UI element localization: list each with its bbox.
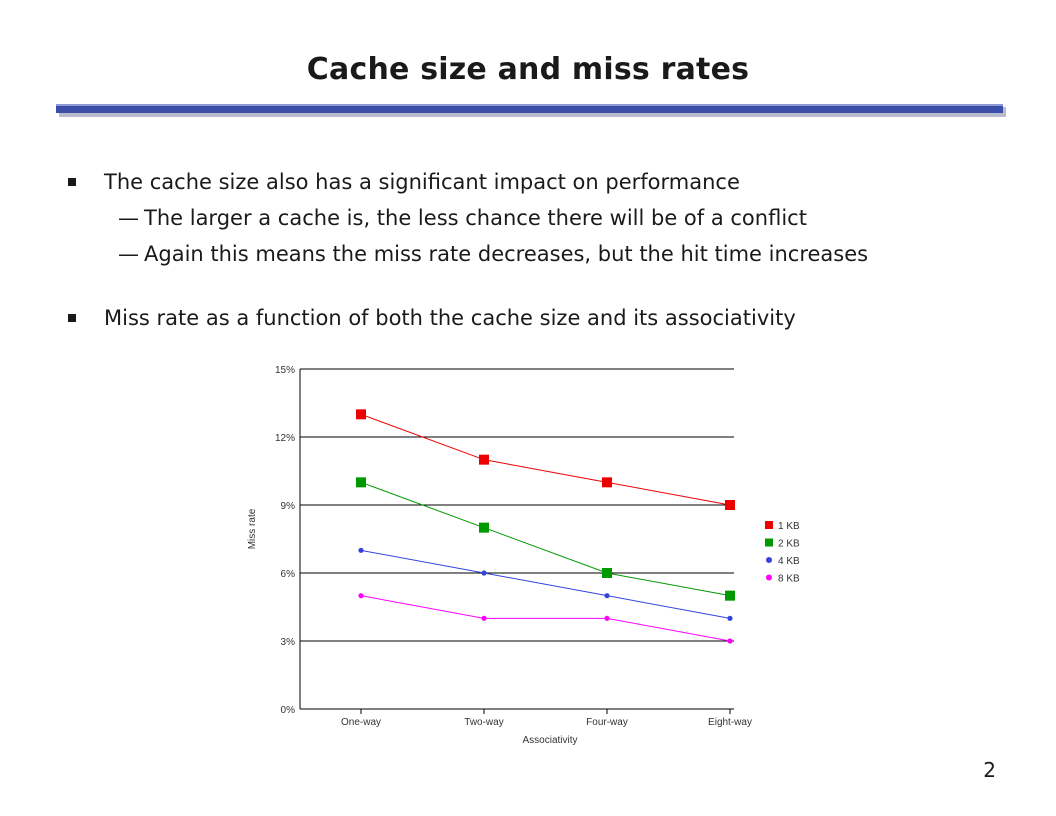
data-point-marker [602,568,612,578]
data-point-marker [604,615,610,621]
x-axis-label: Associativity [522,735,577,746]
x-tick-label: Two-way [464,717,503,728]
data-point-marker [479,522,489,533]
data-point-marker [727,615,733,621]
data-point-marker [358,547,364,553]
legend-marker [765,538,773,547]
y-tick-label: 15% [275,365,295,376]
legend-marker [766,557,772,563]
legend-marker [765,521,773,529]
data-point-marker [358,593,364,599]
bullet-item: The cache size also has a significant im… [68,164,1028,200]
dash-icon: — [118,242,139,266]
data-point-marker [481,615,487,621]
legend-label: 4 KB [778,556,800,567]
sub-bullet-item: — The larger a cache is, the less chance… [68,200,1028,236]
bullet-list: The cache size also has a significant im… [68,164,1028,336]
legend-label: 8 KB [778,574,800,585]
y-tick-label: 6% [281,569,296,580]
series-line [360,549,731,619]
legend-label: 1 KB [778,521,800,532]
sub-bullet-item: — Again this means the miss rate decreas… [68,236,1028,272]
y-tick-label: 9% [281,501,296,512]
square-bullet-icon [68,314,76,322]
y-tick-label: 3% [281,637,296,648]
sub-bullet-text: The larger a cache is, the less chance t… [144,206,807,230]
bullet-item: Miss rate as a function of both the cach… [68,300,1028,336]
x-tick-label: One-way [341,717,381,728]
y-axis-label: Miss rate [247,508,258,549]
y-tick-label: 0% [281,705,296,716]
data-point-marker [356,409,366,420]
x-tick-label: Eight-way [708,717,752,728]
x-tick-label: Four-way [586,717,628,728]
slide-title: Cache size and miss rates [306,52,750,87]
series-line [360,595,731,642]
spacer [68,272,1028,300]
sub-bullet-text: Again this means the miss rate decreases… [144,242,869,266]
data-point-marker [725,500,735,510]
data-point-marker [604,593,610,599]
data-point-marker [481,570,487,576]
data-point-marker [727,638,733,644]
data-point-marker [725,590,735,601]
legend-marker [766,574,772,581]
square-bullet-icon [68,178,76,186]
data-point-marker [602,477,612,488]
dash-icon: — [118,206,139,230]
title-underline-bar [56,104,1006,117]
bullet-text: The cache size also has a significant im… [104,170,740,194]
series-line [360,413,731,506]
bullet-text: Miss rate as a function of both the cach… [104,306,796,330]
line-chart: 0% 3% 6% 9% 12% 15% One-way Two-way Four-way Eigh… [247,365,800,746]
legend-label: 2 KB [778,539,800,550]
data-point-marker [356,477,366,488]
page-number: 2 [983,758,996,782]
series-line [360,481,731,597]
data-point-marker [479,454,489,465]
y-tick-label: 12% [275,433,295,444]
miss-rate-chart: 0% 3% 6% 9% 12% 15% One-way Two-way Four-way Eigh… [230,355,830,755]
